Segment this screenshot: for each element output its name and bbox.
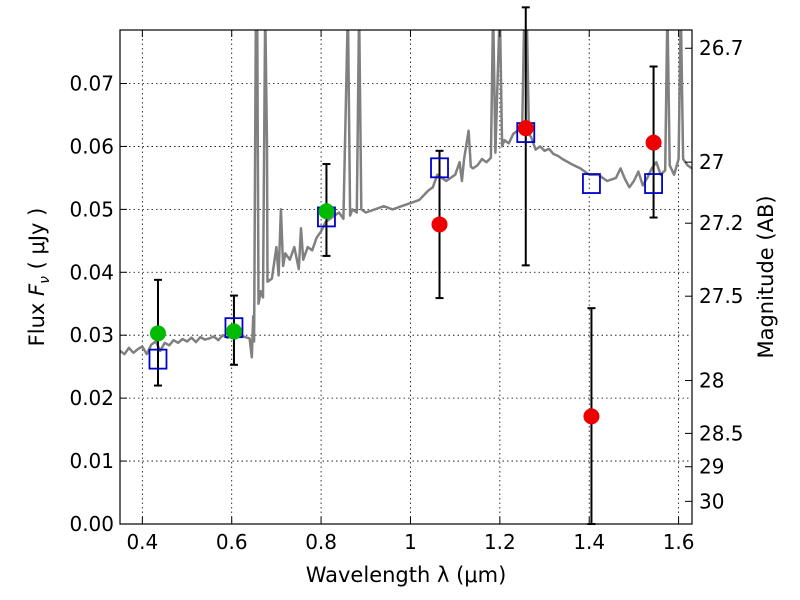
x-tick-label: 0.6 — [216, 530, 248, 554]
y-axis-title: Flux Fν ( μJy ) — [25, 208, 53, 347]
x-tick-label: 1.4 — [573, 530, 605, 554]
y-axis-title-symbol: F — [25, 283, 49, 296]
x-tick-label: 0.4 — [126, 530, 158, 554]
photometry-circle-marker — [517, 120, 534, 137]
x-tick-label: 1 — [404, 530, 417, 554]
photometry-circle-marker — [583, 408, 600, 425]
markers — [148, 120, 663, 425]
y2-tick-label: 27.2 — [699, 211, 744, 235]
photometry-circle-marker — [645, 134, 662, 151]
model-square-marker — [430, 157, 449, 179]
y-tick-label: 0.01 — [69, 449, 114, 473]
x-tick-label: 1.2 — [484, 530, 516, 554]
y-tick-label: 0.06 — [69, 134, 114, 158]
grid — [120, 30, 692, 525]
y-tick-label: 0.02 — [69, 386, 114, 410]
x-tick-label: 0.8 — [305, 530, 337, 554]
photometry-circle-marker — [431, 216, 448, 233]
photometry-circle-marker — [149, 325, 166, 342]
y2-tick-label: 28.5 — [699, 421, 744, 445]
model-square-marker — [644, 173, 663, 194]
y2-axis-title: Magnitude (AB) — [754, 195, 778, 358]
axes: 0.4 0.6 0.8 1 1.2 1.4 1.6 0.00 0.01 0.02 0.03 0.04 0… — [69, 30, 744, 554]
spectrum-line — [120, 30, 692, 359]
photometry-circle-marker — [225, 323, 242, 340]
y2-tick-label: 27.5 — [699, 284, 744, 308]
y2-tick-label: 27 — [699, 150, 724, 174]
y-tick-label: 0.05 — [69, 197, 114, 221]
y-tick-label: 0.03 — [69, 323, 114, 347]
y2-tick-label: 26.7 — [699, 36, 744, 60]
y-axis-title-prefix: Flux — [25, 296, 49, 346]
y2-tick-label: 30 — [699, 489, 724, 513]
x-tick-label: 1.6 — [663, 530, 695, 554]
model-square-marker — [582, 173, 601, 194]
y-tick-label: 0.07 — [69, 71, 114, 95]
y2-tick-label: 28 — [699, 369, 724, 393]
y-axis-title-suffix: ( μJy ) — [25, 208, 49, 276]
model-square-marker — [148, 348, 168, 370]
x-axis-title: Wavelength λ (μm) — [306, 563, 507, 587]
y2-tick-label: 29 — [699, 455, 724, 479]
photometry-circle-marker — [318, 203, 335, 220]
y-axis-title-subscript: ν — [37, 276, 53, 284]
y-tick-label: 0.00 — [69, 512, 114, 536]
error-bars — [153, 6, 658, 525]
y-tick-label: 0.04 — [69, 260, 114, 284]
plot-frame — [119, 29, 693, 525]
plot-area — [120, 30, 692, 359]
